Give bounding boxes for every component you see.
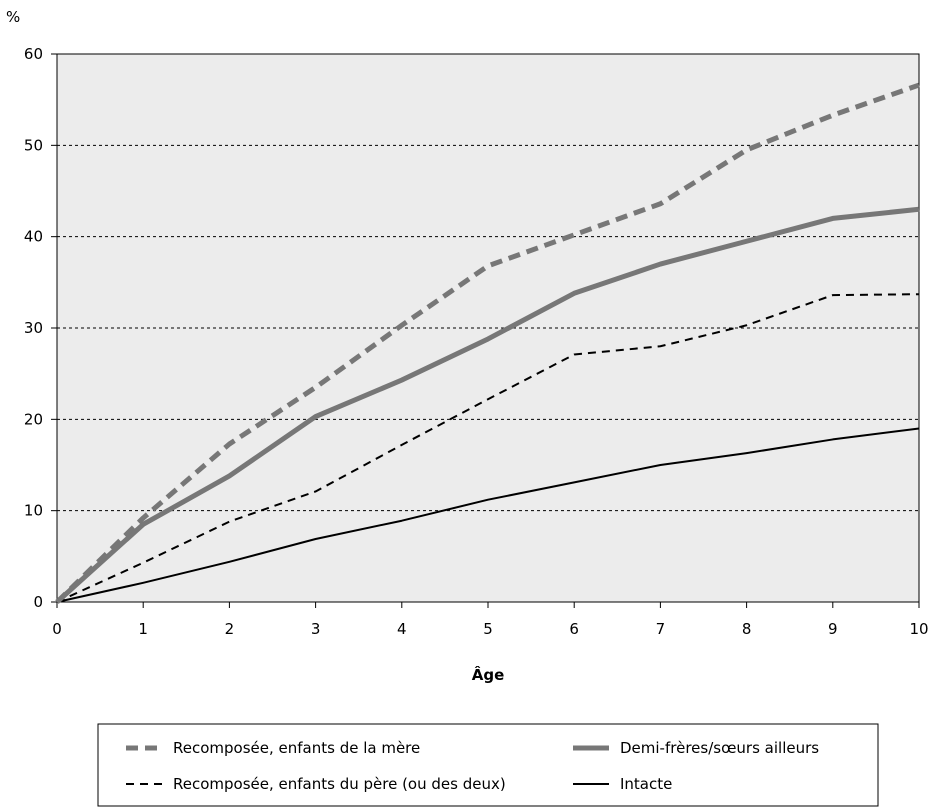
series-line-3 xyxy=(56,427,920,603)
x-tick-label-7: 7 xyxy=(656,620,666,638)
x-tick-label-10: 10 xyxy=(909,620,928,638)
y-tick-label-40: 40 xyxy=(24,228,43,246)
x-tick-label-8: 8 xyxy=(742,620,752,638)
legend-label-0: Recomposée, enfants de la mère xyxy=(173,739,420,757)
legend-label-3: Intacte xyxy=(620,775,672,793)
x-axis-label: Âge xyxy=(472,665,505,684)
y-axis-label: % xyxy=(6,8,20,26)
y-tick-label-10: 10 xyxy=(24,502,43,520)
series-line-0 xyxy=(55,82,920,604)
legend-box xyxy=(97,723,879,807)
y-tick-label-0: 0 xyxy=(33,593,43,611)
x-tick-label-4: 4 xyxy=(397,620,407,638)
plot-area xyxy=(57,54,919,602)
legend-label-2: Recomposée, enfants du père (ou des deux… xyxy=(173,775,506,793)
x-tick-label-3: 3 xyxy=(311,620,321,638)
legend-label-1: Demi-frères/sœurs ailleurs xyxy=(620,739,819,757)
series-line-2 xyxy=(56,293,920,603)
x-tick-label-2: 2 xyxy=(225,620,235,638)
x-tick-label-6: 6 xyxy=(569,620,579,638)
x-tick-label-9: 9 xyxy=(828,620,838,638)
series-line-1 xyxy=(55,206,920,604)
y-tick-label-30: 30 xyxy=(24,319,43,337)
y-tick-label-20: 20 xyxy=(24,410,43,428)
x-tick-label-5: 5 xyxy=(483,620,493,638)
y-tick-label-50: 50 xyxy=(24,136,43,154)
y-tick-label-60: 60 xyxy=(24,45,43,63)
x-tick-label-1: 1 xyxy=(138,620,148,638)
x-tick-label-0: 0 xyxy=(52,620,62,638)
